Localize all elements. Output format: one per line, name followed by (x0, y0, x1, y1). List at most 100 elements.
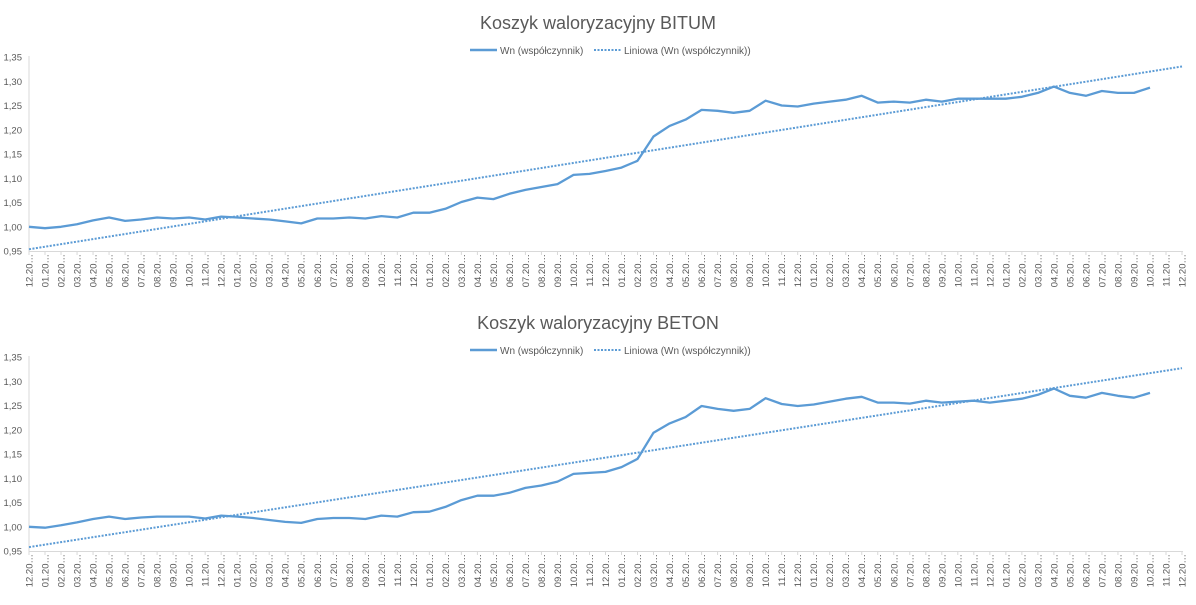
x-tick-label: 06.20… (1081, 254, 1092, 287)
x-tick-label: 10.20… (761, 554, 772, 587)
x-tick-label: 06.20… (121, 254, 132, 287)
x-tick-label: 07.20… (713, 254, 724, 287)
x-tick-label: 08.20… (153, 254, 164, 287)
x-tick-label: 04.20… (665, 254, 676, 287)
x-tick-label: 09.20… (553, 254, 564, 287)
x-tick-label: 02.20… (825, 254, 836, 287)
x-tick-label: 07.20… (137, 554, 148, 587)
x-tick-label: 09.20… (1129, 254, 1140, 287)
x-tick-label: 06.20… (505, 254, 516, 287)
x-tick-label: 11.20… (201, 554, 212, 587)
x-tick-label: 06.20… (313, 254, 324, 287)
x-tick-label: 02.20… (1017, 554, 1028, 587)
y-tick-label: 1,05 (4, 498, 23, 509)
x-tick-label: 07.20… (329, 254, 340, 287)
y-tick-label: 1,10 (4, 174, 23, 185)
x-tick-label: 09.20… (169, 554, 180, 587)
x-tick-label: 04.20… (89, 554, 100, 587)
x-tick-label: 06.20… (313, 554, 324, 587)
chart-beton-svg: Koszyk waloryzacyjny BETON Wn (współczynn… (4, 313, 1189, 587)
x-tick-label: 09.20… (937, 554, 948, 587)
x-tick-label: 09.20… (1129, 554, 1140, 587)
x-tick-label: 03.20… (265, 254, 276, 287)
x-tick-label: 12.20… (217, 554, 228, 587)
x-tick-label: 08.20… (921, 554, 932, 587)
x-tick-label: 06.20… (889, 254, 900, 287)
x-tick-label: 09.20… (361, 254, 372, 287)
x-tick-label: 05.20… (1065, 254, 1076, 287)
x-tick-label: 05.20… (681, 554, 692, 587)
x-tick-label: 03.20… (841, 254, 852, 287)
x-tick-label: 01.20… (809, 554, 820, 587)
x-tick-label: 06.20… (889, 554, 900, 587)
x-tick-label: 02.20… (57, 254, 68, 287)
x-tick-label: 08.20… (153, 554, 164, 587)
x-tick-label: 03.20… (649, 554, 660, 587)
y-tick-label: 0,95 (4, 247, 23, 258)
x-tick-label: 09.20… (937, 254, 948, 287)
x-tick-label: 03.20… (1033, 254, 1044, 287)
x-tick-label: 12.20… (793, 254, 804, 287)
x-tick-label: 07.20… (1097, 554, 1108, 587)
legend-label-series: Wn (współczynnik) (500, 346, 583, 357)
x-tick-label: 10.20… (1145, 254, 1156, 287)
legend-label-trendline: Liniowa (Wn (współczynnik)) (624, 346, 751, 357)
x-tick-label: 06.20… (697, 554, 708, 587)
x-tick-label: 08.20… (1113, 554, 1124, 587)
y-tick-label: 1,00 (4, 222, 23, 233)
x-tick-label: 02.20… (249, 254, 260, 287)
x-tick-label: 11.20… (969, 254, 980, 287)
x-tick-label: 05.20… (1065, 554, 1076, 587)
x-tick-label: 01.20… (1001, 254, 1012, 287)
x-tick-label: 03.20… (1033, 554, 1044, 587)
x-tick-label: 11.20… (393, 554, 404, 587)
x-tick-label: 01.20… (233, 554, 244, 587)
x-tick-label: 03.20… (73, 254, 84, 287)
y-tick-label: 1,20 (4, 425, 23, 436)
data-line-series (28, 85, 1151, 230)
x-tick-label: 07.20… (521, 254, 532, 287)
x-tick-label: 04.20… (473, 254, 484, 287)
x-tick-label: 05.20… (489, 554, 500, 587)
x-tick-label: 11.20… (201, 254, 212, 287)
x-tick-label: 04.20… (281, 254, 292, 287)
x-tick-label: 11.20… (585, 254, 596, 287)
x-tick-label: 09.20… (169, 254, 180, 287)
x-tick-label: 12.20… (409, 554, 420, 587)
x-tick-label: 01.20… (1001, 554, 1012, 587)
x-tick-label: 08.20… (1113, 254, 1124, 287)
x-tick-label: 08.20… (345, 254, 356, 287)
x-tick-label: 12.20… (409, 254, 420, 287)
trendline-series (28, 65, 1183, 251)
x-tick-label: 05.20… (873, 554, 884, 587)
chart-title: Koszyk waloryzacyjny BITUM (480, 13, 716, 33)
x-tick-label: 05.20… (297, 254, 308, 287)
x-tick-label: 01.20… (425, 254, 436, 287)
x-tick-label: 04.20… (857, 554, 868, 587)
x-tick-label: 06.20… (121, 554, 132, 587)
x-tick-label: 03.20… (457, 554, 468, 587)
x-tick-label: 08.20… (729, 554, 740, 587)
x-tick-label: 05.20… (489, 254, 500, 287)
x-tick-label: 02.20… (1017, 254, 1028, 287)
x-tick-label: 09.20… (745, 254, 756, 287)
x-tick-label: 11.20… (393, 254, 404, 287)
x-tick-label: 09.20… (361, 554, 372, 587)
x-tick-label: 10.20… (377, 554, 388, 587)
y-tick-label: 1,35 (4, 53, 23, 64)
y-tick-label: 1,35 (4, 353, 23, 364)
x-tick-label: 02.20… (57, 554, 68, 587)
x-tick-label: 02.20… (441, 254, 452, 287)
x-tick-label: 05.20… (105, 254, 116, 287)
x-tick-label: 05.20… (681, 254, 692, 287)
y-tick-label: 1,20 (4, 125, 23, 136)
x-tick-label: 12.20… (601, 554, 612, 587)
x-tick-label: 10.20… (953, 254, 964, 287)
x-tick-label: 08.20… (345, 554, 356, 587)
x-tick-label: 06.20… (1081, 554, 1092, 587)
chart-bitum-svg: Koszyk waloryzacyjny BITUM Wn (współczynn… (4, 13, 1189, 287)
y-tick-label: 0,95 (4, 547, 23, 558)
x-tick-label: 02.20… (825, 554, 836, 587)
x-tick-label: 12.20… (25, 554, 36, 587)
chart-beton: Koszyk waloryzacyjny BETON Wn (współczynn… (0, 300, 1196, 600)
